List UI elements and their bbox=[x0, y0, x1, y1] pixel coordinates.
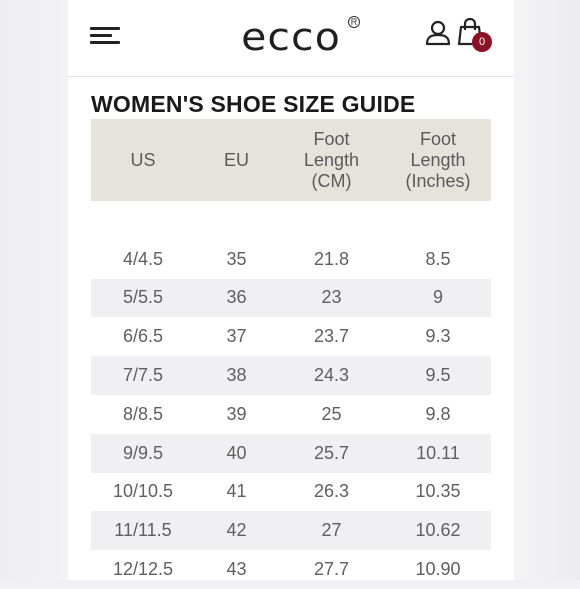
cell-foot-length-inches: 8.5 bbox=[425, 248, 451, 269]
header-gap bbox=[91, 201, 491, 240]
table-row: 6/6.5 37 23.7 9.3 bbox=[91, 317, 491, 356]
header-eu: EU bbox=[195, 119, 278, 201]
cell-foot-length-inches: 9 bbox=[385, 278, 491, 318]
cell-us: 4/4.5 bbox=[122, 248, 164, 269]
cell-eu: 40 bbox=[195, 433, 278, 473]
cell-foot-length-inches: 10.90 bbox=[415, 559, 461, 580]
table-row: 7/7.5 38 24.3 9.5 bbox=[91, 356, 491, 395]
table-row: 12/12.5 43 27.7 10.90 bbox=[91, 550, 491, 589]
table-row: 4/4.5 35 21.8 8.5 bbox=[91, 240, 491, 279]
cell-eu: 36 bbox=[195, 278, 278, 318]
user-icon[interactable] bbox=[425, 20, 451, 46]
cell-eu: 41 bbox=[226, 481, 247, 502]
registered-mark: R bbox=[348, 16, 360, 28]
cell-foot-length-cm: 27 bbox=[278, 511, 385, 551]
cell-eu: 42 bbox=[195, 511, 278, 551]
cell-us: 10/10.5 bbox=[112, 481, 174, 502]
logo-text: ecco bbox=[241, 15, 341, 59]
cell-foot-length-cm: 27.7 bbox=[313, 559, 350, 580]
table-row: 10/10.5 41 26.3 10.35 bbox=[91, 473, 491, 512]
cell-foot-length-inches: 10.11 bbox=[385, 433, 491, 473]
cell-foot-length-cm: 26.3 bbox=[313, 481, 350, 502]
cell-us: 6/6.5 bbox=[122, 326, 164, 347]
header-foot-length-inches: Foot Length (Inches) bbox=[385, 119, 491, 201]
cell-foot-length-inches: 9.3 bbox=[425, 326, 451, 347]
cell-foot-length-cm: 24.3 bbox=[278, 356, 385, 395]
header-foot-length-cm: Foot Length (CM) bbox=[278, 119, 385, 201]
cell-us: 9/9.5 bbox=[91, 433, 195, 473]
table-row: 9/9.5 40 25.7 10.11 bbox=[91, 433, 491, 473]
cell-foot-length-cm: 23.7 bbox=[313, 326, 350, 347]
cell-foot-length-inches: 9.5 bbox=[385, 356, 491, 395]
right-background bbox=[514, 0, 580, 580]
table-row: 5/5.5 36 23 9 bbox=[91, 278, 491, 318]
cell-us: 8/8.5 bbox=[122, 403, 164, 424]
site-header: ecco R 0 bbox=[68, 0, 514, 77]
header-us: US bbox=[91, 119, 195, 201]
cell-eu: 37 bbox=[226, 326, 247, 347]
cell-us: 12/12.5 bbox=[112, 559, 174, 580]
cell-eu: 39 bbox=[226, 403, 247, 424]
cell-foot-length-inches: 10.62 bbox=[385, 511, 491, 551]
table-row: 11/11.5 42 27 10.62 bbox=[91, 511, 491, 551]
size-guide-table: US EU Foot Length (CM) Foot Length (Inch… bbox=[91, 119, 491, 589]
cart-count-badge: 0 bbox=[472, 32, 492, 52]
shopping-bag-button[interactable]: 0 bbox=[457, 17, 494, 54]
hamburger-menu-icon[interactable] bbox=[90, 25, 120, 45]
table-row: 8/8.5 39 25 9.8 bbox=[91, 395, 491, 434]
cell-foot-length-cm: 21.8 bbox=[313, 248, 350, 269]
cell-foot-length-cm: 25.7 bbox=[278, 433, 385, 473]
cell-us: 11/11.5 bbox=[91, 511, 195, 551]
cell-foot-length-cm: 25 bbox=[321, 403, 342, 424]
ecco-logo[interactable]: ecco R bbox=[224, 14, 360, 60]
cell-eu: 38 bbox=[195, 356, 278, 395]
page-title: WOMEN'S SHOE SIZE GUIDE bbox=[91, 91, 416, 117]
cell-eu: 35 bbox=[226, 248, 247, 269]
phone-screen: ecco R 0 WOMEN'S SHOE SIZE GUIDE US bbox=[68, 0, 514, 580]
cell-us: 5/5.5 bbox=[91, 278, 195, 318]
table-header-row: US EU Foot Length (CM) Foot Length (Inch… bbox=[91, 119, 491, 201]
cell-eu: 43 bbox=[226, 559, 247, 580]
cell-foot-length-cm: 23 bbox=[278, 278, 385, 318]
cell-foot-length-inches: 10.35 bbox=[415, 481, 461, 502]
cell-us: 7/7.5 bbox=[91, 356, 195, 395]
cell-foot-length-inches: 9.8 bbox=[425, 403, 451, 424]
left-background bbox=[0, 0, 68, 580]
